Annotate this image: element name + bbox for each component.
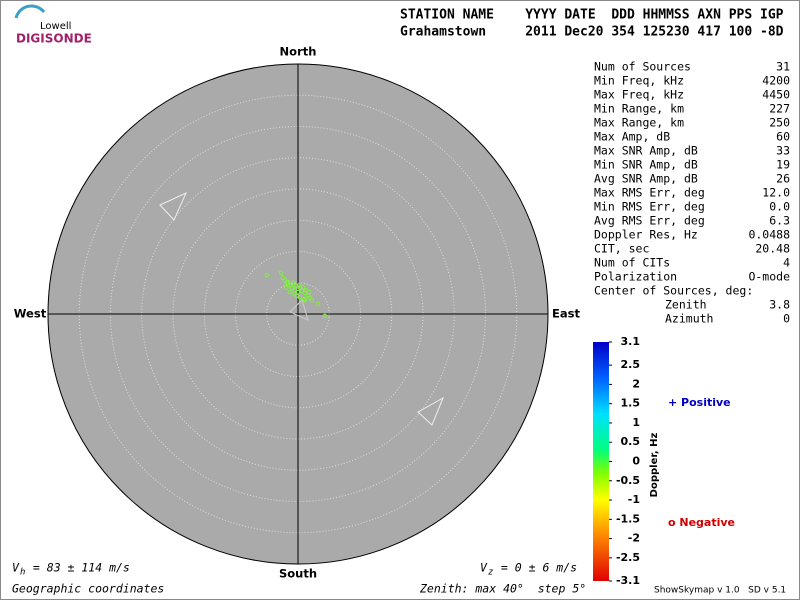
- stat-label: Polarization: [594, 270, 677, 284]
- vz-sub: z: [488, 568, 493, 578]
- stat-label: Max SNR Amp, dB: [594, 144, 698, 158]
- source-point: [300, 284, 306, 290]
- stat-label: Center of Sources, deg:: [594, 284, 753, 298]
- tick-label: -2.5: [616, 551, 640, 564]
- legend-positive: + Positive: [668, 396, 731, 409]
- stat-label: Max Range, km: [594, 116, 684, 130]
- stat-value: 0.0: [769, 200, 790, 214]
- tick-label: -1: [628, 493, 640, 506]
- stat-label: Min Range, km: [594, 102, 684, 116]
- source-point: [264, 272, 270, 278]
- stat-label: Min Freq, kHz: [594, 74, 684, 88]
- source-point: [283, 285, 289, 291]
- source-point: [290, 280, 296, 286]
- source-point: [297, 294, 303, 300]
- source-point: [322, 313, 328, 319]
- stat-label: Max RMS Err, deg: [594, 186, 705, 200]
- source-point: [296, 282, 302, 288]
- stat-value: 250: [769, 116, 790, 130]
- stat-value: 26: [776, 172, 790, 186]
- tick-label: 0: [632, 455, 640, 468]
- stat-value: O-mode: [748, 270, 790, 284]
- stat-label: Num of CITs: [594, 256, 670, 270]
- stat-label: Zenith: [665, 298, 707, 312]
- colorbar-title: Doppler, Hz: [649, 433, 660, 498]
- tick-label: -0.5: [616, 474, 640, 487]
- stat-value: 33: [776, 144, 790, 158]
- tick-label: 0.5: [621, 435, 641, 448]
- colorbar-scale: [593, 342, 609, 581]
- stat-value: 19: [776, 158, 790, 172]
- stat-value: 31: [776, 60, 790, 74]
- stat-label: Avg SNR Amp, dB: [594, 172, 698, 186]
- stat-label: Min RMS Err, deg: [594, 200, 705, 214]
- stats-table: Num of Sources 31 Min Freq, kHz 4200 Max Fre…: [594, 60, 790, 326]
- stat-label: Min SNR Amp, dB: [594, 158, 698, 172]
- logo-bottom: DIGISONDE: [16, 32, 92, 46]
- source-point: [284, 280, 290, 286]
- legend-negative: o Negative: [668, 516, 735, 529]
- stat-value: 12.0: [762, 186, 790, 200]
- stat-value: 0: [783, 312, 790, 326]
- tick-label: 2.5: [621, 358, 641, 371]
- skymap: North South East West: [14, 45, 581, 581]
- tick-label: 3.1: [621, 335, 641, 348]
- stat-value: 4450: [762, 88, 790, 102]
- source-point: [309, 297, 315, 303]
- stat-value: 20.48: [755, 242, 790, 256]
- velocity-marker: [289, 299, 309, 321]
- tick-label: -3.1: [616, 574, 640, 587]
- stat-value: 4200: [762, 74, 790, 88]
- velocity-marker: [159, 191, 187, 221]
- source-point: [295, 289, 301, 295]
- dir-label: East: [552, 307, 580, 321]
- colorbar: 3.1 2.5 2 1.5 1 0.5 0 -0.5 -1 -1.5 -2 -2.5 -3.1 Doppl…: [593, 335, 735, 587]
- velocity-marker: [417, 396, 445, 426]
- header-line: STATION NAME YYYY DATE DDD HHMMSS AXN PP…: [400, 8, 784, 23]
- dir-label: North: [280, 45, 317, 59]
- vz-text: = 0 ± 6 m/s: [494, 561, 577, 575]
- zenith-note: Zenith: max 40° step 5°: [419, 582, 586, 596]
- stat-label: Avg RMS Err, deg: [594, 214, 705, 228]
- dir-label: South: [279, 567, 317, 581]
- tick-label: -1.5: [616, 512, 640, 525]
- stat-value: 0.0488: [748, 228, 790, 242]
- stat-label: Max Freq, kHz: [594, 88, 684, 102]
- tick-label: -2: [628, 532, 640, 545]
- logo-arc: [14, 4, 46, 19]
- tick-label: 2: [632, 377, 640, 390]
- source-point: [280, 275, 286, 281]
- source-point: [315, 301, 321, 307]
- source-point: [278, 270, 284, 276]
- dir-label: West: [14, 307, 47, 321]
- tick-label: 1: [632, 416, 640, 429]
- coords: Geographic coordinates: [12, 582, 164, 596]
- stat-value: 3.8: [769, 298, 790, 312]
- source-point: [289, 285, 295, 291]
- stat-label: CIT, sec: [594, 242, 649, 256]
- stat-label: Azimuth: [665, 312, 713, 326]
- source-point: [302, 297, 308, 303]
- header-line: Grahamstown 2011 Dec20 354 125230 417 10…: [400, 25, 784, 40]
- source-point: [287, 289, 293, 295]
- stat-label: Max Amp, dB: [594, 130, 670, 144]
- tick-label: 1.5: [621, 397, 641, 410]
- stat-value: 4: [783, 256, 790, 270]
- stat-label: Num of Sources: [594, 60, 691, 74]
- vh-sub: h: [20, 568, 25, 578]
- vh-symbol: V: [12, 561, 20, 575]
- source-point: [306, 289, 312, 295]
- version: ShowSkymap v 1.0 SD v 5.1: [654, 586, 786, 596]
- stat-value: 60: [776, 130, 790, 144]
- logo-top: Lowell: [40, 21, 71, 32]
- stat-value: 227: [769, 102, 790, 116]
- vz-symbol: V: [480, 561, 488, 575]
- stat-value: 6.3: [769, 214, 790, 228]
- stat-label: Doppler Res, Hz: [594, 228, 698, 242]
- vh-text: = 83 ± 114 m/s: [26, 561, 130, 575]
